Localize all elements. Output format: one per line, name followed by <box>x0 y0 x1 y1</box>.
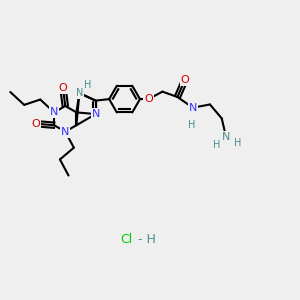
Text: N: N <box>189 103 197 113</box>
Text: O: O <box>181 75 189 85</box>
Text: Cl: Cl <box>120 233 132 246</box>
Text: O: O <box>32 119 40 129</box>
Text: - H: - H <box>134 233 155 246</box>
Text: N: N <box>92 109 100 119</box>
Text: N: N <box>50 107 58 117</box>
Text: H: H <box>234 137 241 148</box>
Text: N: N <box>76 88 83 98</box>
Text: N: N <box>61 127 70 136</box>
Text: H: H <box>213 140 221 150</box>
Text: H: H <box>84 80 92 90</box>
Text: N: N <box>222 132 230 142</box>
Text: O: O <box>58 83 67 93</box>
Text: H: H <box>188 120 195 130</box>
Text: O: O <box>144 94 153 104</box>
